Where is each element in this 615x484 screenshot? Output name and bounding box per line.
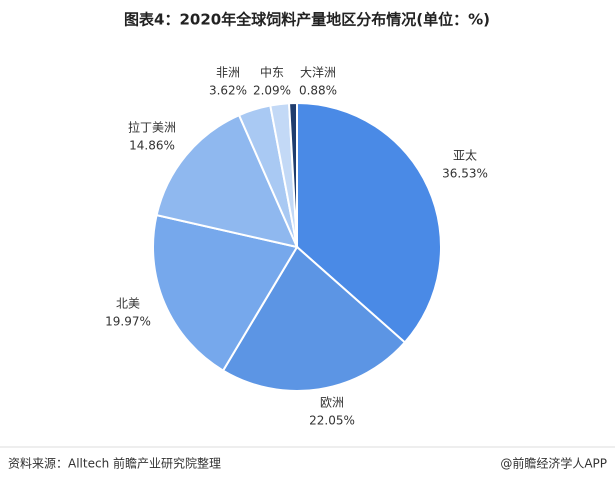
slice-label: 拉丁美洲 xyxy=(128,120,176,135)
pie-slice xyxy=(152,213,299,372)
slice-label: 非洲 xyxy=(216,66,240,80)
slice-label: 北美 xyxy=(116,297,140,311)
chart-title: 图表4：2020年全球饲料产量地区分布情况(单位：%) xyxy=(124,11,490,29)
source: 资料来源：Alltech 前瞻产业研究院整理 xyxy=(8,456,221,471)
pie-slice xyxy=(155,113,299,249)
slice-value: 3.62% xyxy=(209,84,247,98)
pie-slice xyxy=(296,101,442,344)
pie-slice xyxy=(287,101,298,248)
slice-value: 19.97% xyxy=(105,315,151,329)
slice-value: 14.86% xyxy=(129,139,175,153)
slice-value: 22.05% xyxy=(309,414,355,428)
slice-value: 36.53% xyxy=(442,167,488,181)
slice-value: 0.88% xyxy=(299,84,337,98)
slice-label: 亚太 xyxy=(453,148,477,163)
pie-slice xyxy=(221,245,407,392)
slice-label: 大洋洲 xyxy=(300,65,336,80)
slice-label: 欧洲 xyxy=(320,396,344,410)
slice-value: 2.09% xyxy=(253,84,291,98)
footer: @前瞻经济学人APP xyxy=(500,456,607,471)
slice-label: 中东 xyxy=(260,65,284,80)
